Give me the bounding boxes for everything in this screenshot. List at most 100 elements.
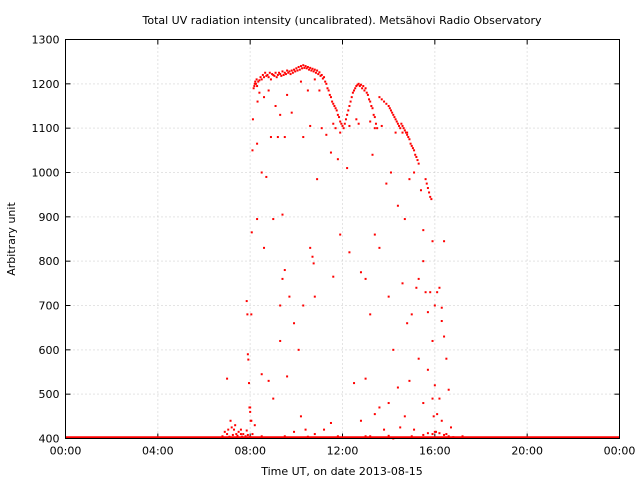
data-point: [299, 415, 302, 418]
data-point: [393, 116, 396, 119]
data-point: [336, 158, 339, 161]
data-point: [422, 402, 425, 405]
data-point: [276, 136, 279, 139]
data-point: [383, 428, 386, 431]
data-point: [279, 73, 282, 76]
data-point: [339, 233, 342, 236]
data-point: [288, 295, 291, 298]
data-point: [369, 435, 372, 438]
data-point: [226, 433, 229, 436]
data-point: [253, 424, 256, 427]
data-point: [411, 147, 414, 150]
data-point: [425, 182, 428, 185]
points-layer: [221, 64, 471, 440]
data-point: [328, 93, 331, 96]
data-point: [432, 415, 435, 418]
data-point: [378, 406, 381, 409]
data-point: [431, 397, 434, 400]
data-point: [243, 436, 246, 439]
data-point: [276, 73, 279, 76]
data-point: [233, 428, 236, 431]
data-point: [239, 428, 242, 431]
data-point: [254, 82, 257, 85]
data-point: [260, 435, 263, 438]
data-point: [424, 178, 427, 181]
data-point: [392, 348, 395, 351]
data-point: [346, 113, 349, 116]
data-point: [293, 430, 296, 433]
data-point: [251, 433, 254, 436]
data-point: [350, 96, 353, 99]
data-point: [401, 124, 404, 127]
data-point: [424, 291, 427, 294]
data-point: [256, 142, 259, 145]
data-point: [373, 127, 376, 130]
data-point: [370, 105, 373, 107]
data-point: [413, 428, 416, 431]
data-point: [260, 373, 263, 376]
data-point: [353, 89, 356, 92]
data-point: [376, 436, 379, 439]
data-point: [313, 295, 316, 298]
x-tick-label: 00:00: [604, 445, 636, 458]
data-point: [256, 100, 259, 103]
data-point: [311, 67, 314, 70]
data-point: [438, 397, 441, 400]
data-point: [395, 120, 398, 123]
data-point: [289, 73, 292, 76]
data-point: [410, 313, 413, 316]
data-point: [301, 67, 304, 70]
data-point: [253, 82, 256, 85]
x-tick-label: 16:00: [419, 445, 451, 458]
data-point: [321, 77, 324, 80]
data-point: [302, 136, 305, 139]
data-point: [304, 428, 307, 431]
data-point: [299, 65, 302, 68]
data-point: [389, 109, 392, 112]
data-point: [351, 91, 354, 94]
data-point: [226, 377, 229, 380]
data-point: [371, 107, 374, 110]
data-point: [364, 87, 367, 90]
data-point: [293, 322, 296, 325]
data-point: [275, 76, 278, 79]
data-point: [343, 122, 346, 125]
data-point: [374, 122, 377, 125]
data-point: [339, 120, 342, 123]
data-point: [336, 113, 339, 116]
data-point: [294, 70, 297, 73]
data-point: [325, 133, 328, 136]
x-tick-label: 00:00: [50, 445, 82, 458]
data-point: [267, 76, 270, 79]
data-point: [392, 113, 395, 116]
data-point: [357, 122, 360, 125]
data-point: [353, 382, 356, 385]
data-point: [283, 71, 286, 74]
data-point: [302, 64, 305, 67]
data-point: [440, 419, 443, 422]
data-point: [369, 120, 372, 123]
data-point: [362, 85, 365, 88]
data-point: [406, 322, 409, 325]
data-point: [256, 85, 259, 88]
data-point: [410, 435, 413, 438]
data-point: [456, 436, 459, 439]
data-point: [271, 73, 274, 76]
data-point: [394, 118, 397, 121]
data-point: [431, 339, 434, 342]
data-point: [298, 68, 301, 71]
data-point: [299, 80, 302, 83]
data-point: [272, 73, 275, 76]
ticks-layer: [65, 39, 620, 439]
data-point: [274, 105, 277, 107]
data-point: [415, 155, 418, 158]
data-point: [288, 70, 291, 73]
data-point: [286, 93, 289, 96]
data-point: [413, 149, 416, 152]
data-point: [408, 138, 411, 141]
data-point: [426, 187, 429, 190]
data-point: [363, 89, 366, 92]
data-point: [293, 68, 296, 71]
data-point: [239, 433, 242, 436]
